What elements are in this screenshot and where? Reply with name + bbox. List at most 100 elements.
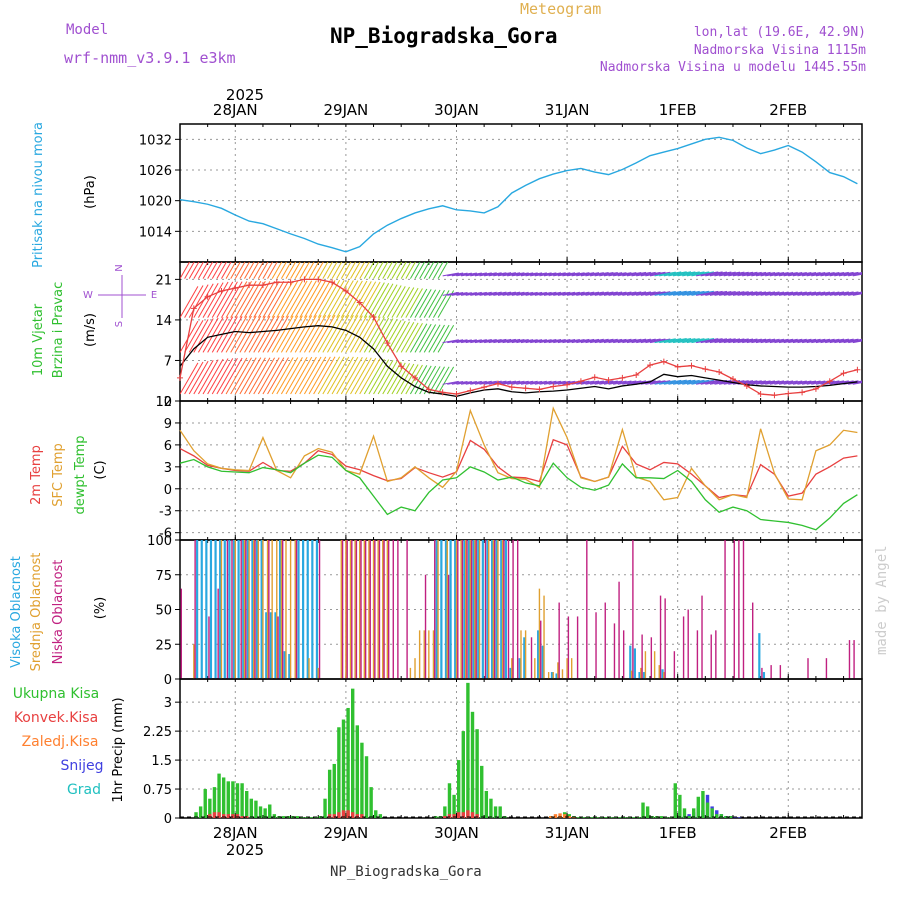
wind-arrow bbox=[359, 358, 381, 395]
wind-arrow bbox=[603, 291, 623, 296]
wind-arrow bbox=[447, 339, 464, 344]
y-tick-label: 12 bbox=[155, 395, 172, 410]
wind-arrow bbox=[543, 291, 562, 296]
wind-unit: (m/s) bbox=[83, 313, 98, 347]
wind-arrow bbox=[317, 262, 329, 279]
top-day-label: 1FEB bbox=[659, 101, 697, 119]
wind-arrow bbox=[299, 315, 322, 353]
wind-arrow bbox=[180, 320, 199, 353]
panel-5: 0 0.75 1.5 2.25 3 bbox=[143, 678, 863, 827]
panel-frame bbox=[179, 123, 863, 263]
wind-arrow bbox=[442, 291, 459, 296]
precip-total-bar bbox=[272, 814, 277, 818]
wind-arrow bbox=[225, 281, 248, 318]
wind-arrow bbox=[327, 262, 338, 279]
gust-marker bbox=[854, 366, 861, 373]
wind-arrow bbox=[230, 262, 241, 279]
precip-legend-item: Zaledj.Kisa bbox=[22, 734, 99, 750]
cloud-low-label: Niska Oblacnost bbox=[51, 560, 66, 665]
precip-conv-bar bbox=[231, 814, 235, 818]
wind-arrow bbox=[709, 290, 732, 296]
wind-arrow bbox=[225, 315, 248, 353]
wind-arrow bbox=[520, 339, 538, 344]
wind-arrow bbox=[603, 380, 623, 385]
top-day-label: 31JAN bbox=[545, 101, 590, 119]
wind-arrow bbox=[461, 292, 477, 296]
wind-arrow bbox=[825, 380, 845, 385]
gust-marker bbox=[232, 285, 239, 292]
wind-arrow bbox=[576, 338, 595, 344]
wind-arrow bbox=[239, 357, 262, 395]
y-tick-label: 1032 bbox=[139, 133, 172, 148]
precip-total-bar bbox=[268, 804, 272, 818]
precip-total-bar bbox=[378, 814, 383, 818]
precip-total-bar bbox=[254, 800, 258, 818]
wind-arrow bbox=[507, 338, 525, 344]
wind-arrow bbox=[493, 338, 512, 344]
wind-arrow bbox=[294, 315, 317, 353]
wind-arrow bbox=[843, 338, 862, 344]
precip-conv-bar bbox=[470, 812, 475, 818]
wind-arrow bbox=[359, 281, 381, 318]
wind-arrow bbox=[631, 338, 651, 344]
wind-arrow bbox=[539, 291, 557, 296]
wind-arrow bbox=[783, 272, 803, 277]
wind-arrow bbox=[244, 262, 255, 279]
bottom-day-label: 29JAN bbox=[324, 824, 369, 842]
wind-arrow bbox=[511, 291, 529, 296]
wind-arrow bbox=[340, 280, 363, 318]
wind-arrow bbox=[391, 262, 403, 279]
wind-arrow bbox=[428, 324, 445, 353]
elevation: Nadmorska Visina 1115m bbox=[694, 43, 866, 58]
wind-arrow bbox=[465, 291, 482, 296]
precip-total-bar bbox=[673, 783, 677, 818]
wind-arrow bbox=[746, 291, 767, 296]
wind-arrow bbox=[774, 272, 794, 277]
bottom-day-label: 1FEB bbox=[659, 824, 697, 842]
wind-arrow bbox=[548, 272, 566, 277]
precip-total-bar bbox=[696, 796, 701, 818]
wind-arrow bbox=[553, 380, 571, 385]
wind-arrow bbox=[677, 338, 700, 344]
wind-arrow bbox=[696, 290, 719, 296]
wind-arrow bbox=[216, 357, 238, 395]
precip-total-bar bbox=[226, 781, 230, 818]
wind-arrow bbox=[313, 356, 336, 395]
wind-arrow bbox=[447, 272, 464, 277]
wind-arrow bbox=[419, 262, 430, 279]
wind-arrow bbox=[207, 358, 229, 395]
wind-arrow bbox=[613, 291, 632, 296]
gust-marker bbox=[481, 384, 488, 391]
wind-arrow bbox=[686, 271, 710, 277]
wind-arrow bbox=[303, 262, 315, 279]
wind-arrow bbox=[484, 380, 502, 385]
wind-arrow bbox=[414, 365, 432, 395]
wind-arrow bbox=[400, 287, 419, 318]
precip-total-bar bbox=[682, 808, 687, 818]
wind-arrow bbox=[419, 324, 437, 353]
wind-arrow bbox=[571, 272, 590, 277]
wind-arrow bbox=[705, 338, 728, 344]
wind-arrow bbox=[829, 291, 849, 296]
wind-arrow bbox=[742, 271, 762, 277]
precip-total-bar bbox=[618, 817, 622, 818]
wind-arrow bbox=[423, 324, 441, 353]
wind-arrow bbox=[576, 380, 595, 385]
wind-arrow bbox=[645, 380, 666, 385]
wind-arrow bbox=[617, 338, 637, 344]
wind-arrow bbox=[299, 356, 322, 395]
wind-arrow bbox=[433, 324, 450, 353]
wind-arrow bbox=[345, 262, 357, 279]
wind-arrow bbox=[216, 316, 238, 353]
wind-arrow bbox=[838, 291, 859, 296]
wind-arrow bbox=[585, 338, 604, 344]
wind-arrow bbox=[668, 379, 692, 385]
wind-arrow bbox=[654, 379, 676, 385]
precip-snow-bar bbox=[733, 817, 737, 818]
wind-arrow bbox=[262, 262, 274, 279]
precip-total-bar bbox=[461, 731, 465, 818]
gust-marker bbox=[729, 375, 736, 382]
wind-arrow bbox=[576, 272, 595, 277]
wind-arrow bbox=[539, 339, 557, 344]
wind-arrow bbox=[253, 357, 275, 395]
